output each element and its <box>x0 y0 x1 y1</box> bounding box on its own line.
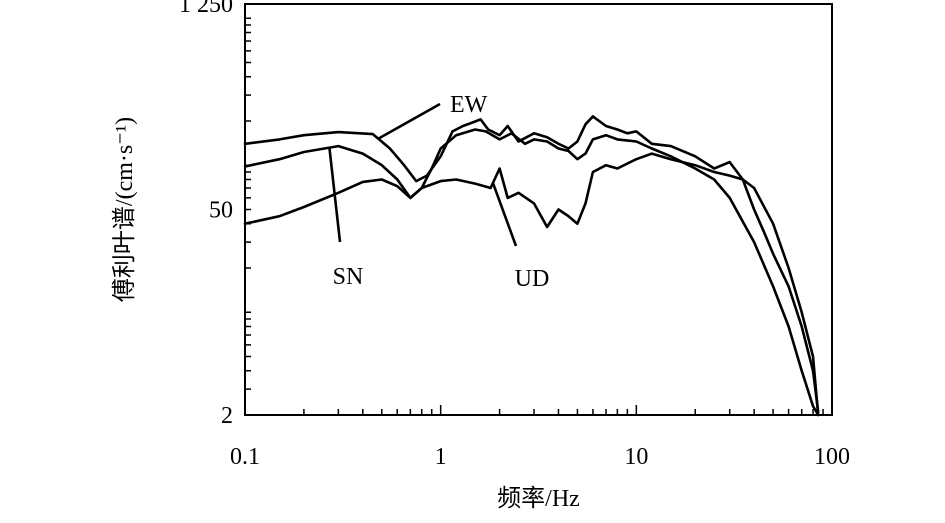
annotation-leaders <box>328 102 518 247</box>
y-tick-label: 50 <box>209 198 233 224</box>
x-axis-title: 频率/Hz <box>497 485 580 512</box>
x-tick-label: 10 <box>624 444 648 470</box>
y-tick-label: 2 <box>221 403 233 429</box>
leader-line-ew <box>377 102 441 140</box>
y-tick-label: 1 250 <box>179 0 233 18</box>
y-tick-labels: 2 50 1 250 <box>179 0 233 429</box>
series-label-ew: EW <box>450 92 488 118</box>
tick-marks <box>244 17 833 416</box>
x-tick-label: 0.1 <box>230 444 260 470</box>
series-line-ud <box>243 152 820 417</box>
plot-frame <box>244 3 833 416</box>
series-labels: EW SN UD <box>333 92 550 292</box>
series-line-ew <box>243 115 820 414</box>
series-lines <box>243 115 820 417</box>
leader-line-sn <box>328 147 342 243</box>
x-tick-label: 1 <box>435 444 447 470</box>
y-axis-title: 傅利叶谱/(cm·s⁻¹) <box>111 117 138 302</box>
leader-line-ud <box>491 182 518 247</box>
series-label-ud: UD <box>515 266 550 292</box>
series-label-sn: SN <box>333 264 364 290</box>
series-line-sn <box>243 128 820 417</box>
x-tick-label: 100 <box>814 444 850 470</box>
x-tick-labels: 0.1 1 10 100 <box>230 444 850 470</box>
